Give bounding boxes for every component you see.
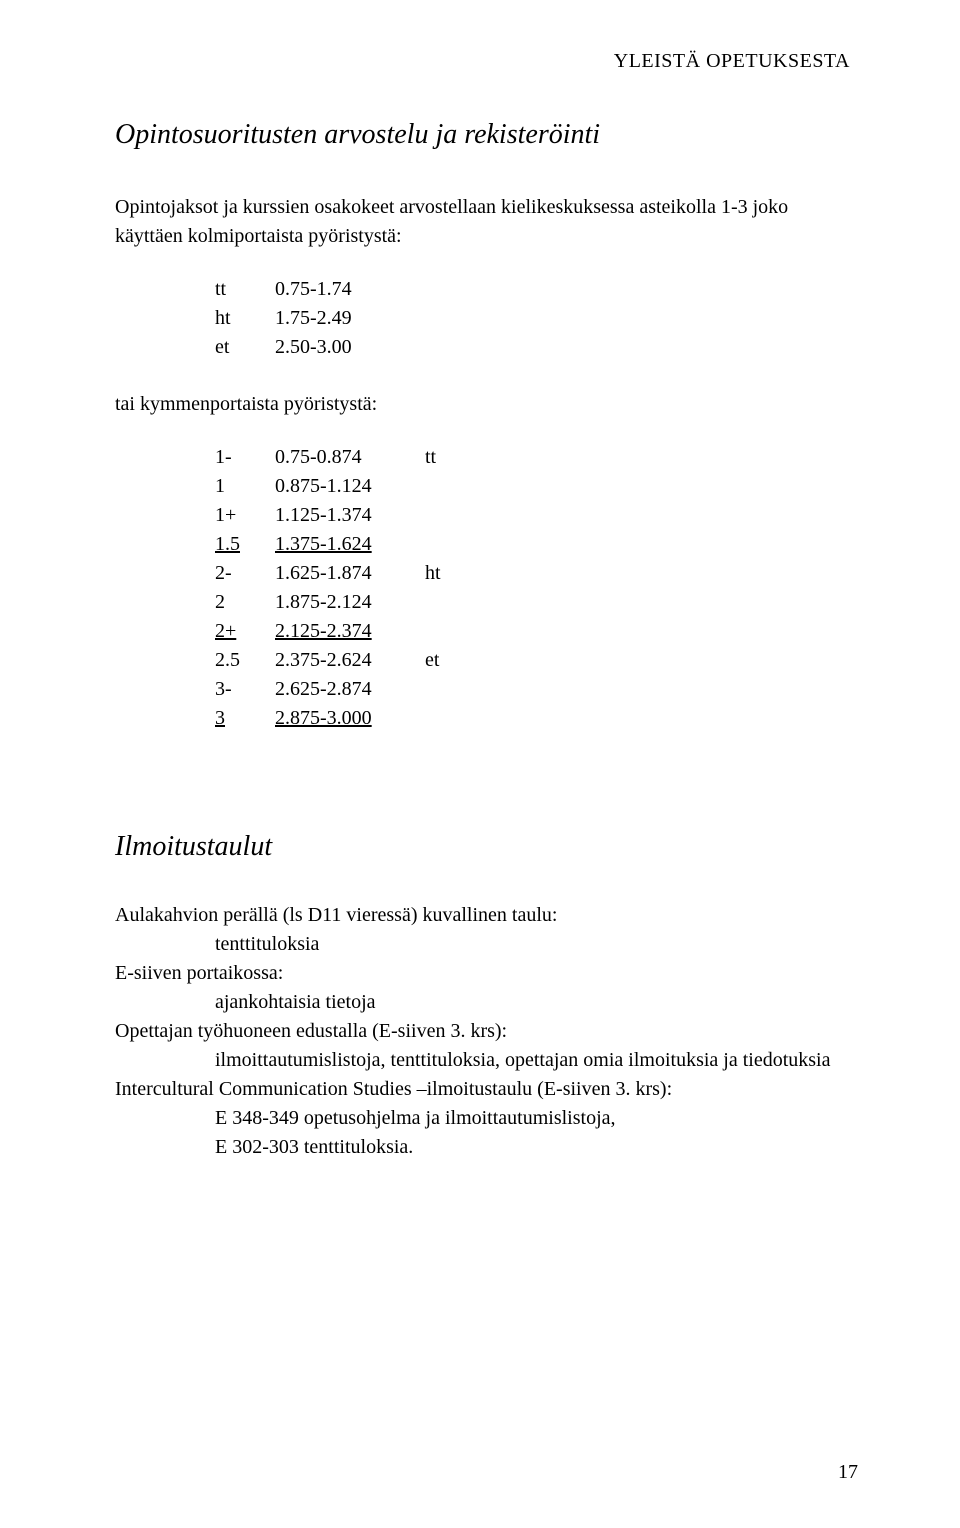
cell-label [425,617,485,646]
section2-list: Aulakahvion perällä (ls D11 vieressä) ku… [115,901,850,1162]
cell-grade: 1 [215,472,275,501]
cell-grade: 2+ [215,620,236,642]
list-item: Opettajan työhuoneen edustalla (E-siiven… [115,1017,850,1046]
cell-range: 0.875-1.124 [275,472,425,501]
table-row: 3- 2.625-2.874 [215,675,485,704]
cell-label [425,588,485,617]
cell-label: tt [425,443,485,472]
cell-range: 2.375-2.624 [275,646,425,675]
page-number: 17 [838,1461,858,1484]
cell-grade: ht [215,304,275,333]
cell-range: 0.75-1.74 [275,275,425,304]
list-item: E 302-303 tenttituloksia. [215,1133,850,1162]
cell-grade: 3- [215,675,275,704]
list-item: ajankohtaisia tietoja [215,988,850,1017]
page-container: YLEISTÄ OPETUKSESTA Opintosuoritusten ar… [0,0,960,1528]
cell-range: 1.625-1.874 [275,559,425,588]
cell-range: 2.875-3.000 [275,707,372,729]
list-item: Intercultural Communication Studies –ilm… [115,1075,850,1104]
cell-label [425,530,485,559]
list-item: E 348-349 opetusohjelma ja ilmoittautumi… [215,1104,850,1133]
section2-title: Ilmoitustaulut [115,831,850,863]
table-row: ht 1.75-2.49 [215,304,425,333]
table-row: 1- 0.75-0.874 tt [215,443,485,472]
cell-range: 1.125-1.374 [275,501,425,530]
table-b: 1- 0.75-0.874 tt 1 0.875-1.124 1+ 1.125-… [215,443,485,733]
cell-grade: tt [215,275,275,304]
table-row: 2 1.875-2.124 [215,588,485,617]
cell-range: 0.75-0.874 [275,443,425,472]
cell-grade: 2- [215,559,275,588]
section1-intro: Opintojaksot ja kurssien osakokeet arvos… [115,193,850,251]
table-row: 1+ 1.125-1.374 [215,501,485,530]
cell-grade: 1+ [215,501,275,530]
cell-range: 2.50-3.00 [275,333,425,362]
table-row: 1.5 1.375-1.624 [215,530,485,559]
table-a: tt 0.75-1.74 ht 1.75-2.49 et 2.50-3.00 [215,275,425,362]
table-row: et 2.50-3.00 [215,333,425,362]
table-row: tt 0.75-1.74 [215,275,425,304]
table-row: 3 2.875-3.000 [215,704,485,733]
section1-title: Opintosuoritusten arvostelu ja rekisterö… [115,119,850,151]
cell-label: et [425,646,485,675]
cell-range: 2.625-2.874 [275,675,425,704]
cell-grade: 1- [215,443,275,472]
cell-label [425,704,485,733]
cell-grade: 1.5 [215,533,240,555]
table-row: 2+ 2.125-2.374 [215,617,485,646]
table-row: 2- 1.625-1.874 ht [215,559,485,588]
cell-range: 1.375-1.624 [275,533,372,555]
page-header: YLEISTÄ OPETUKSESTA [115,50,850,73]
table-row: 2.5 2.375-2.624 et [215,646,485,675]
list-item: tenttituloksia [215,930,850,959]
cell-range: 1.75-2.49 [275,304,425,333]
table-row: 1 0.875-1.124 [215,472,485,501]
list-item: E-siiven portaikossa: [115,959,850,988]
list-item: ilmoittautumislistoja, tenttituloksia, o… [215,1046,850,1075]
cell-range: 2.125-2.374 [275,620,372,642]
cell-label [425,501,485,530]
cell-grade: 2 [215,588,275,617]
section1-mid: tai kymmenportaista pyöristystä: [115,390,850,419]
cell-label: ht [425,559,485,588]
cell-range: 1.875-2.124 [275,588,425,617]
cell-grade: et [215,333,275,362]
list-item: Aulakahvion perällä (ls D11 vieressä) ku… [115,901,850,930]
cell-grade: 2.5 [215,646,275,675]
cell-label [425,675,485,704]
cell-label [425,472,485,501]
cell-grade: 3 [215,707,225,729]
